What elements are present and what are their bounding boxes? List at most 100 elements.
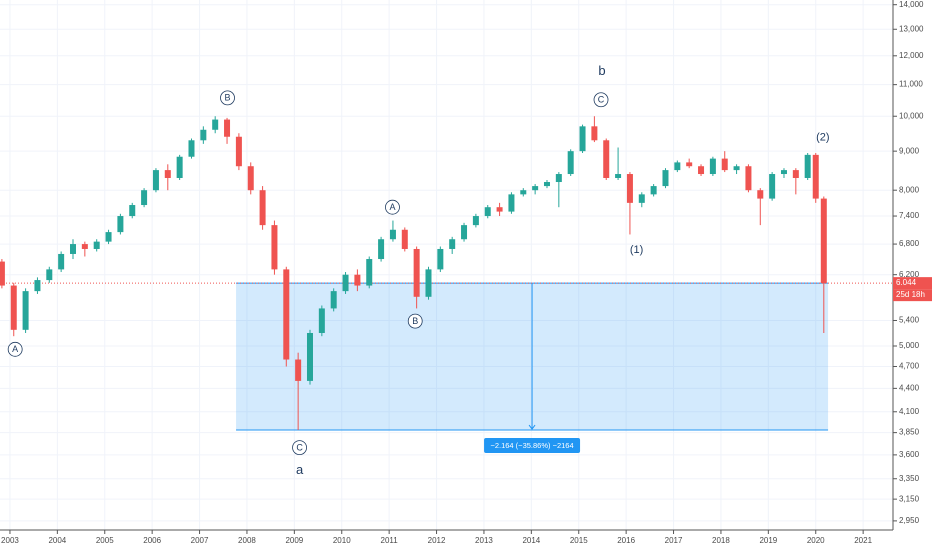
x-tick-label: 2003 <box>1 536 19 545</box>
candle-body <box>224 119 231 137</box>
candle-body <box>496 207 503 212</box>
candle-body <box>769 174 776 199</box>
candle-body <box>235 136 242 167</box>
x-tick-label: 2021 <box>854 536 872 545</box>
candle-body <box>34 280 41 292</box>
candle-body <box>413 248 420 297</box>
last-price-label: 6.044 <box>896 278 917 287</box>
y-tick-label: 3,350 <box>899 474 920 483</box>
wave-label: (2) <box>816 132 829 144</box>
wave-label: a <box>296 462 304 477</box>
x-tick-label: 2007 <box>191 536 209 545</box>
wave-label: b <box>598 63 605 78</box>
y-tick-label: 4,100 <box>899 407 920 416</box>
countdown-label: 25d 18h <box>896 290 925 299</box>
candle-body <box>247 166 254 191</box>
x-tick-label: 2015 <box>570 536 588 545</box>
y-tick-label: 4,700 <box>899 362 920 371</box>
candle-body <box>330 291 337 309</box>
candle-body <box>757 190 764 199</box>
candle-body <box>555 174 562 183</box>
candle-body <box>812 154 819 199</box>
candle-body <box>389 229 396 240</box>
wave-circle <box>407 313 423 329</box>
candle-body <box>0 261 5 286</box>
wave-circle <box>385 199 400 215</box>
candle-body <box>10 285 17 330</box>
candle-body <box>472 216 479 226</box>
measure-label-box <box>484 438 581 454</box>
candle-body <box>698 166 705 175</box>
candle-body <box>484 207 491 217</box>
candle-body <box>188 140 195 157</box>
wave-label: A <box>389 202 395 212</box>
candle-body <box>366 259 373 286</box>
measure-label: −2.164 (−35.86%) −2164 <box>490 441 573 450</box>
candle-body <box>804 154 811 178</box>
y-tick-label: 14,000 <box>899 0 924 9</box>
x-tick-label: 2008 <box>238 536 256 545</box>
y-tick-label: 9,000 <box>899 146 920 155</box>
x-tick-label: 2014 <box>522 536 540 545</box>
y-tick-label: 10,000 <box>899 111 924 120</box>
candle-body <box>579 126 586 152</box>
x-tick-label: 2017 <box>665 536 683 545</box>
candle-body <box>176 156 183 178</box>
candle-body <box>615 174 622 178</box>
candle-body <box>117 216 124 233</box>
x-tick-label: 2010 <box>333 536 351 545</box>
y-tick-label: 3,150 <box>899 494 920 503</box>
candle-body <box>342 274 349 292</box>
last-price-tag <box>893 277 932 290</box>
candle-body <box>650 186 657 195</box>
candle-body <box>780 170 787 175</box>
candle-body <box>129 205 136 217</box>
candle-body <box>543 182 550 187</box>
wave-label: B <box>225 93 231 103</box>
x-tick-label: 2004 <box>48 536 66 545</box>
candle-body <box>318 308 325 333</box>
candle-body <box>425 269 432 297</box>
candle-body <box>449 239 456 249</box>
candle-body <box>295 359 302 381</box>
wave-circle <box>7 341 23 357</box>
candle-body <box>152 170 159 191</box>
candle-body <box>638 194 645 203</box>
y-tick-label: 3,600 <box>899 450 920 459</box>
y-tick-label: 11,000 <box>899 80 923 89</box>
y-tick-label: 13,000 <box>899 24 924 33</box>
wave-label: C <box>296 442 303 452</box>
candle-body <box>22 291 29 330</box>
candle-body <box>141 190 148 206</box>
candle-body <box>733 166 740 171</box>
x-tick-label: 2020 <box>807 536 825 545</box>
candle-body <box>820 198 827 284</box>
y-tick-label: 8,000 <box>899 185 920 194</box>
candle-body <box>271 225 278 270</box>
candle-body <box>591 126 598 141</box>
candle-body <box>105 232 112 242</box>
candle-body <box>532 186 539 191</box>
wave-circle <box>593 92 609 108</box>
x-tick-label: 2013 <box>475 536 493 545</box>
candle-body <box>674 162 681 171</box>
candle-body <box>603 140 610 178</box>
y-tick-label: 6,200 <box>899 270 920 279</box>
wave-label: (1) <box>630 244 643 256</box>
candle-body <box>200 129 207 141</box>
candle-body <box>354 274 361 286</box>
x-tick-label: 2009 <box>285 536 303 545</box>
candle-body <box>721 158 728 171</box>
x-tick-label: 2018 <box>712 536 730 545</box>
candle-body <box>626 174 633 203</box>
candle-body <box>520 190 527 195</box>
candle-body <box>461 225 468 240</box>
x-tick-label: 2006 <box>143 536 161 545</box>
candle-body <box>283 269 290 360</box>
candle-body <box>93 241 100 249</box>
x-tick-label: 2011 <box>381 536 399 545</box>
candle-body <box>662 170 669 187</box>
x-tick-label: 2012 <box>428 536 446 545</box>
x-tick-label: 2005 <box>96 536 114 545</box>
candle-body <box>378 239 385 260</box>
